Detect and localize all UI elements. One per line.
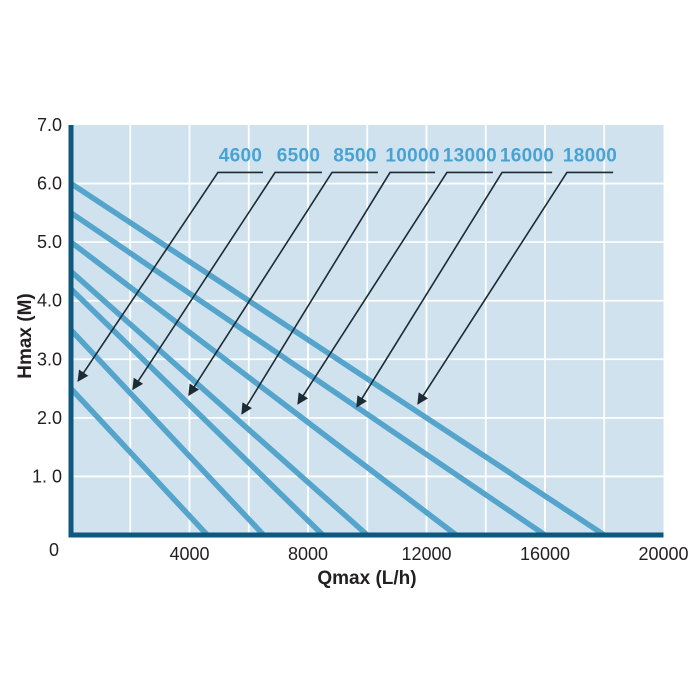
y-tick-label-2: 2.0 bbox=[37, 408, 62, 428]
x-tick-label-12000: 12000 bbox=[401, 544, 451, 564]
curve-label-6500: 6500 bbox=[277, 145, 320, 166]
x-axis-title: Qmax (L/h) bbox=[317, 568, 416, 589]
leader-line-13000 bbox=[297, 171, 493, 405]
pump-curve-4600 bbox=[68, 386, 210, 537]
y-tick-label-6: 6.0 bbox=[37, 174, 62, 194]
axes-layer bbox=[68, 125, 664, 538]
curve-label-16000: 16000 bbox=[500, 145, 554, 166]
annotations-layer: 4600 6500 8500 10000 13000 16000 18000 bbox=[77, 145, 617, 415]
leader-line-8500 bbox=[188, 171, 378, 396]
y-tick-label-1: 1. 0 bbox=[32, 466, 62, 486]
leader-line-6500 bbox=[132, 171, 322, 391]
x-tick-label-8000: 8000 bbox=[288, 544, 328, 564]
leader-line-18000 bbox=[417, 171, 614, 405]
x-tick-label-20000: 20000 bbox=[638, 544, 688, 564]
leader-line-16000 bbox=[356, 171, 553, 408]
x-tick-label-4000: 4000 bbox=[169, 544, 209, 564]
leader-line-4600 bbox=[77, 171, 263, 382]
curve-label-4600: 4600 bbox=[219, 145, 262, 166]
y-tick-label-4: 4.0 bbox=[37, 291, 62, 311]
curve-label-13000: 13000 bbox=[443, 145, 497, 166]
pump-curve-10000 bbox=[69, 269, 370, 538]
pump-curve-6500 bbox=[68, 328, 266, 537]
origin-tick-label: 0 bbox=[49, 540, 59, 560]
gridlines-layer bbox=[71, 125, 664, 535]
pump-curve-18000 bbox=[69, 181, 606, 538]
y-tick-label-7: 7.0 bbox=[37, 115, 62, 135]
x-tick-label-16000: 16000 bbox=[520, 544, 570, 564]
pump-curve-16000 bbox=[69, 210, 547, 538]
curve-label-10000: 10000 bbox=[385, 145, 439, 166]
tick-labels-layer: 4000 8000 12000 16000 20000 7.0 6.0 5.0 4.0 3.0 2.… bbox=[32, 115, 689, 564]
curve-label-8500: 8500 bbox=[333, 145, 376, 166]
leader-line-10000 bbox=[241, 171, 436, 415]
pump-curve-13000 bbox=[69, 239, 458, 538]
y-tick-label-5: 5.0 bbox=[37, 232, 62, 252]
y-axis-title: Hmax (M) bbox=[15, 293, 36, 379]
y-tick-label-3: 3.0 bbox=[37, 349, 62, 369]
curve-label-18000: 18000 bbox=[563, 145, 617, 166]
